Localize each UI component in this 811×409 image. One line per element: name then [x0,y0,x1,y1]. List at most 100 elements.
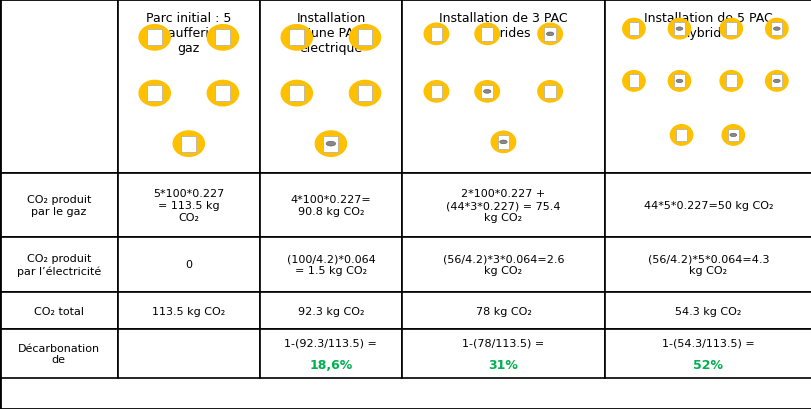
Text: Installation de 5 PAC
Hybrides: Installation de 5 PAC Hybrides [643,12,772,40]
Ellipse shape [719,72,741,92]
Bar [497,136,508,149]
Ellipse shape [537,81,562,103]
Ellipse shape [721,125,744,146]
Circle shape [676,80,682,83]
Bar [181,136,196,152]
Circle shape [499,141,507,144]
Bar [628,23,638,36]
Text: 5*100*0.227
= 113.5 kg
CO₂: 5*100*0.227 = 113.5 kg CO₂ [153,189,224,222]
Bar [401,0,604,174]
Ellipse shape [765,72,787,92]
Bar [357,30,372,46]
Ellipse shape [622,19,644,40]
Bar [604,0,811,174]
Ellipse shape [670,125,692,146]
Ellipse shape [207,81,238,107]
Bar [401,174,604,237]
Text: 1-(92.3/113.5) =: 1-(92.3/113.5) = [284,338,377,348]
Ellipse shape [173,132,204,157]
Bar [0,237,118,292]
Bar [725,23,736,36]
Text: CO₂ produit
par l’électricité: CO₂ produit par l’électricité [17,254,101,276]
Text: (100/4.2)*0.064
= 1.5 kg CO₂: (100/4.2)*0.064 = 1.5 kg CO₂ [286,254,375,276]
Bar [323,136,338,152]
Bar [147,86,162,102]
Text: 18,6%: 18,6% [309,358,352,371]
Ellipse shape [423,24,448,45]
Bar [628,75,638,88]
Bar [725,75,736,88]
Circle shape [483,90,491,94]
Ellipse shape [719,19,741,40]
Bar [770,75,781,88]
Bar [401,237,604,292]
Text: Installation de 3 PAC
Hybrides: Installation de 3 PAC Hybrides [439,12,567,40]
Circle shape [546,33,553,37]
Text: Installation
d’une PAC
électrique: Installation d’une PAC électrique [296,12,365,55]
Bar [118,237,260,292]
Text: (56/4.2)*5*0.064=4.3
kg CO₂: (56/4.2)*5*0.064=4.3 kg CO₂ [647,254,768,276]
Bar [401,292,604,329]
Ellipse shape [474,81,499,103]
Bar [604,292,811,329]
Text: 4*100*0.227=
90.8 kg CO₂: 4*100*0.227= 90.8 kg CO₂ [290,195,371,216]
Text: 92.3 kg CO₂: 92.3 kg CO₂ [298,306,363,316]
Text: 52%: 52% [693,358,723,371]
Circle shape [676,28,682,31]
Bar [770,23,781,36]
Ellipse shape [474,24,499,45]
Ellipse shape [765,19,787,40]
Ellipse shape [139,81,170,107]
Bar [0,174,118,237]
Text: CO₂ produit
par le gaz: CO₂ produit par le gaz [27,195,91,216]
Ellipse shape [281,25,312,51]
Circle shape [729,134,736,137]
Circle shape [772,80,779,83]
Ellipse shape [491,132,515,153]
Bar [543,85,556,99]
Bar [673,23,684,36]
Bar [676,129,686,142]
Bar [289,30,304,46]
Text: 78 kg CO₂: 78 kg CO₂ [475,306,530,316]
Ellipse shape [315,132,346,157]
Bar [260,174,401,237]
Text: Décarbonation
de: Décarbonation de [18,343,100,364]
Circle shape [326,142,335,147]
Text: CO₂ total: CO₂ total [34,306,84,316]
Bar [727,129,738,142]
Text: 44*5*0.227=50 kg CO₂: 44*5*0.227=50 kg CO₂ [643,200,772,211]
Bar [260,329,401,378]
Text: 2*100*0.227 +
(44*3*0.227) = 75.4
kg CO₂: 2*100*0.227 + (44*3*0.227) = 75.4 kg CO₂ [445,189,560,222]
Bar [260,0,401,174]
Bar [604,237,811,292]
Bar [118,329,260,378]
Bar [118,0,260,174]
Bar [260,292,401,329]
Bar [289,86,304,102]
Ellipse shape [207,25,238,51]
Bar [147,30,162,46]
Bar [604,329,811,378]
Ellipse shape [349,25,380,51]
Bar [0,292,118,329]
Ellipse shape [667,72,690,92]
Bar [260,237,401,292]
Bar [673,75,684,88]
Bar [118,174,260,237]
Ellipse shape [139,25,170,51]
Text: (56/4.2)*3*0.064=2.6
kg CO₂: (56/4.2)*3*0.064=2.6 kg CO₂ [442,254,564,276]
Bar [604,174,811,237]
Bar [481,85,492,99]
Text: 1-(78/113.5) =: 1-(78/113.5) = [461,338,544,348]
Bar [0,329,118,378]
Ellipse shape [423,81,448,103]
Ellipse shape [667,19,690,40]
Bar [357,86,372,102]
Bar [543,28,556,41]
Bar [430,85,442,99]
Ellipse shape [281,81,312,107]
Text: Parc initial : 5
chaufferies
gaz: Parc initial : 5 chaufferies gaz [146,12,231,55]
Bar [430,28,442,41]
Ellipse shape [537,24,562,45]
